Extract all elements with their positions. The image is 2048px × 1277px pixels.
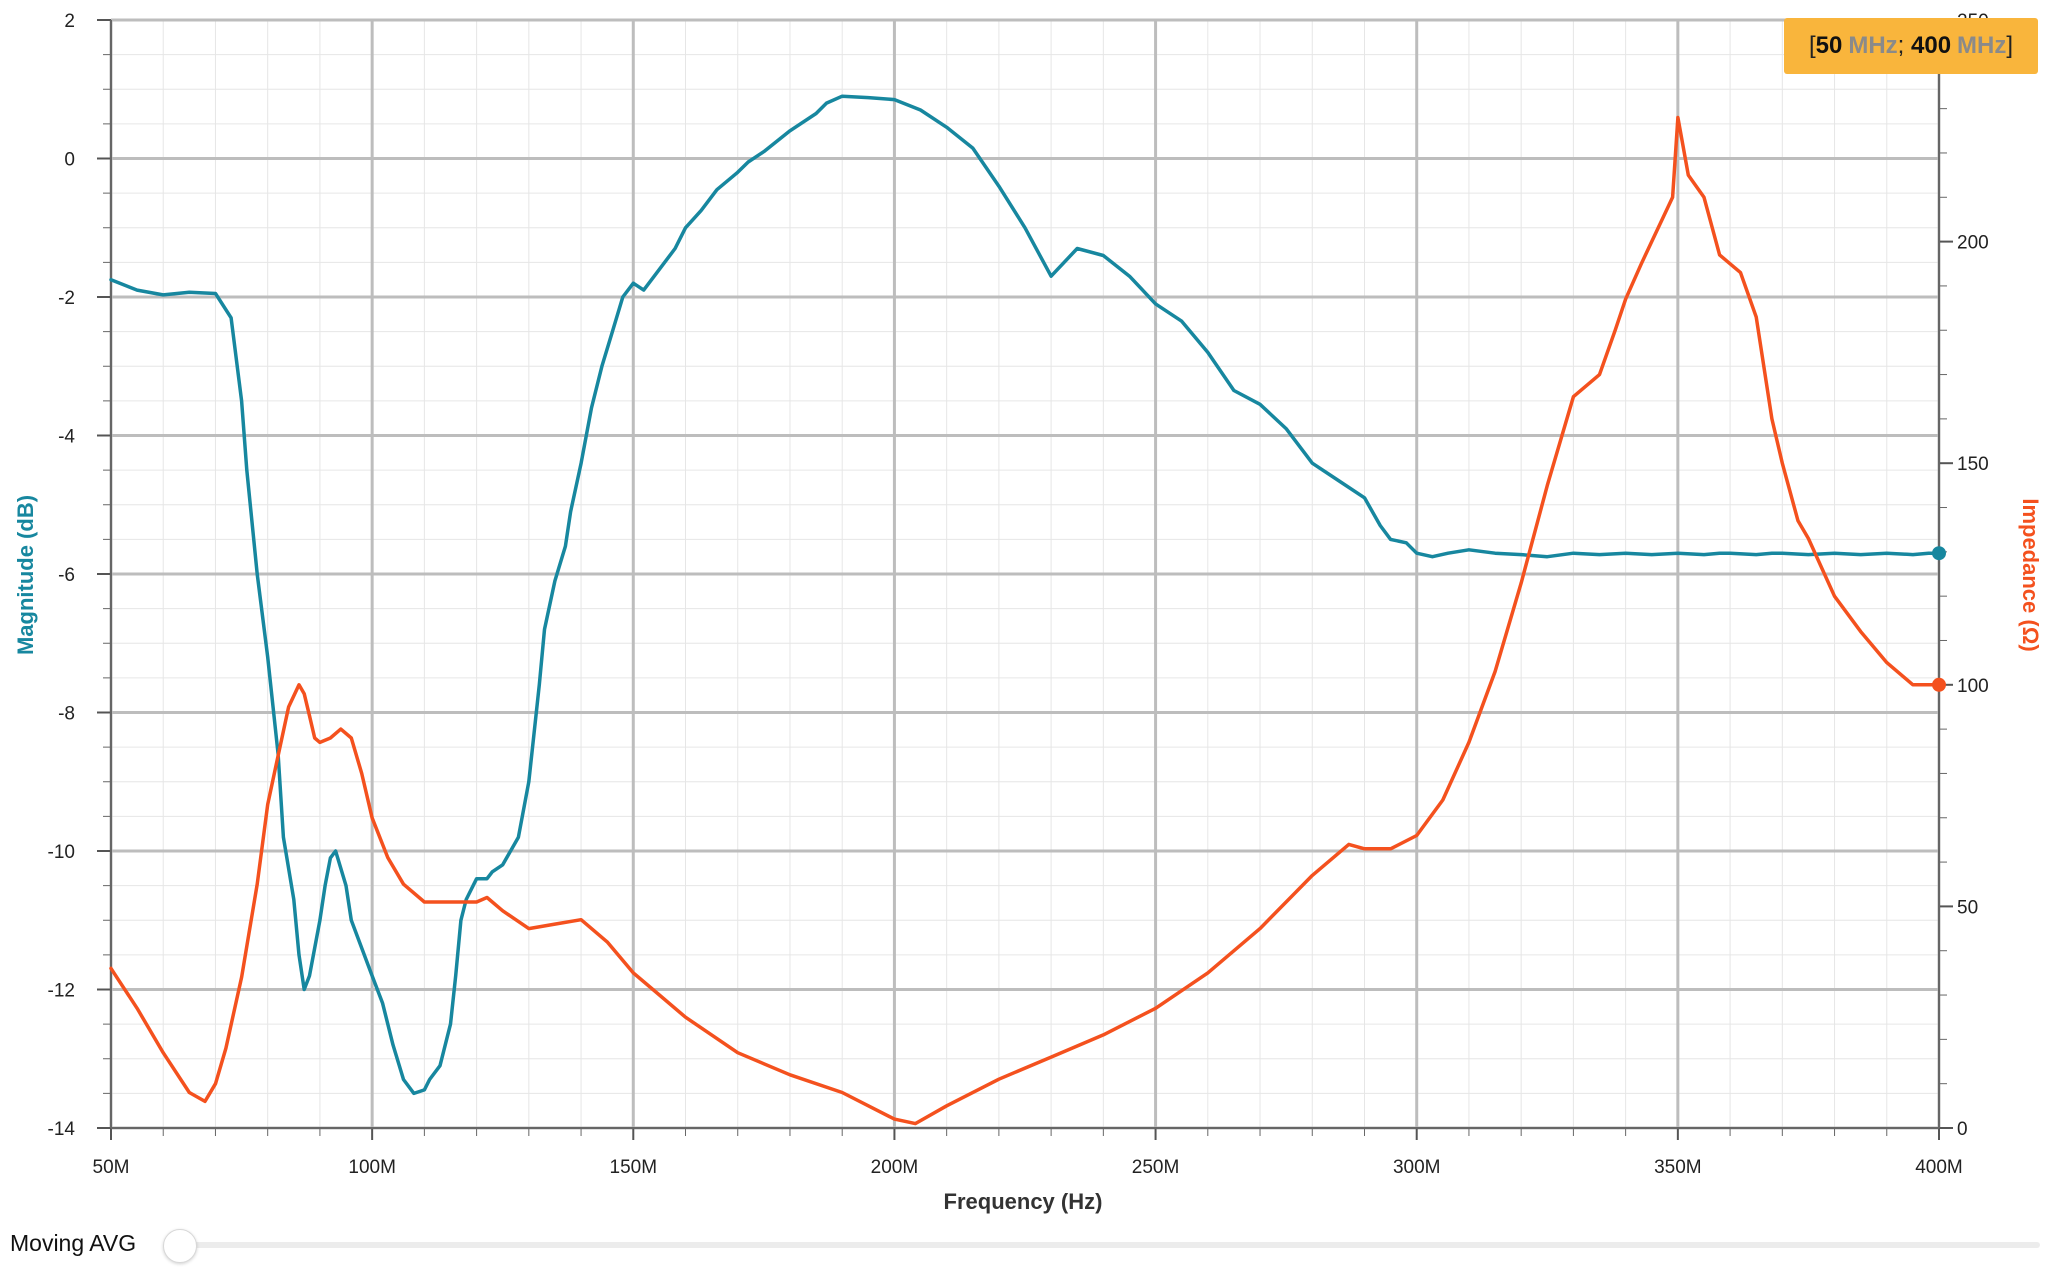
y-right-tick-label: 50 xyxy=(1957,897,1978,918)
y-right-tick-label: 100 xyxy=(1957,676,1989,697)
magnitude-series-line xyxy=(109,94,1941,1096)
x-tick-label: 300M xyxy=(1393,1157,1441,1178)
y-right-tick-label: 200 xyxy=(1957,233,1989,254)
x-tick-label: 100M xyxy=(348,1157,396,1178)
y-left-tick-label: -6 xyxy=(58,565,75,586)
range-end-value: 400 xyxy=(1911,32,1952,59)
y-left-tick-label: -4 xyxy=(58,427,75,448)
axes xyxy=(97,19,1953,1140)
y-left-tick-label: 0 xyxy=(64,150,75,171)
x-tick-label: 200M xyxy=(871,1157,919,1178)
y-axis-left-title: Magnitude (dB) xyxy=(13,495,38,655)
impedance-series-line xyxy=(109,115,1941,1126)
range-open-bracket: [ xyxy=(1808,32,1816,59)
moving-avg-slider-track[interactable] xyxy=(178,1242,2040,1248)
y-left-tick-label: -14 xyxy=(48,1119,76,1140)
frequency-range-badge: [ 50 MHz ; 400 MHz ] xyxy=(1784,18,2038,74)
major-grid xyxy=(109,18,1941,1130)
moving-avg-label: Moving AVG xyxy=(10,1230,137,1256)
range-start-unit: MHz xyxy=(1848,32,1898,59)
y-left-tick-label: -12 xyxy=(48,981,75,1002)
y-left-tick-label: -2 xyxy=(58,288,75,309)
y-axis-right-title: Impedance (Ω) xyxy=(2018,498,2043,651)
range-end-unit: MHz xyxy=(1957,32,2007,59)
moving-avg-control: Moving AVG xyxy=(10,1228,2040,1263)
x-axis-title: Frequency (Hz) xyxy=(944,1189,1103,1214)
y-left-tick-label: -10 xyxy=(48,842,75,863)
x-tick-label: 250M xyxy=(1132,1157,1180,1178)
x-tick-label: 350M xyxy=(1654,1157,1702,1178)
x-tick-label: 150M xyxy=(610,1157,658,1178)
y-right-tick-label: 0 xyxy=(1957,1119,1968,1140)
moving-avg-slider-thumb[interactable] xyxy=(163,1229,197,1263)
y-left-tick-label: -8 xyxy=(58,704,75,725)
x-tick-label: 50M xyxy=(93,1157,130,1178)
range-close-bracket: ] xyxy=(2006,32,2014,59)
impedance-end-marker xyxy=(1932,677,1946,692)
x-tick-label: 400M xyxy=(1915,1157,1963,1178)
series-layer xyxy=(109,94,1946,1126)
magnitude-end-marker xyxy=(1932,546,1946,561)
range-separator: ; xyxy=(1897,32,1911,59)
y-right-tick-label: 150 xyxy=(1957,454,1989,475)
range-start-value: 50 xyxy=(1815,32,1843,59)
y-left-tick-label: 2 xyxy=(64,11,75,32)
